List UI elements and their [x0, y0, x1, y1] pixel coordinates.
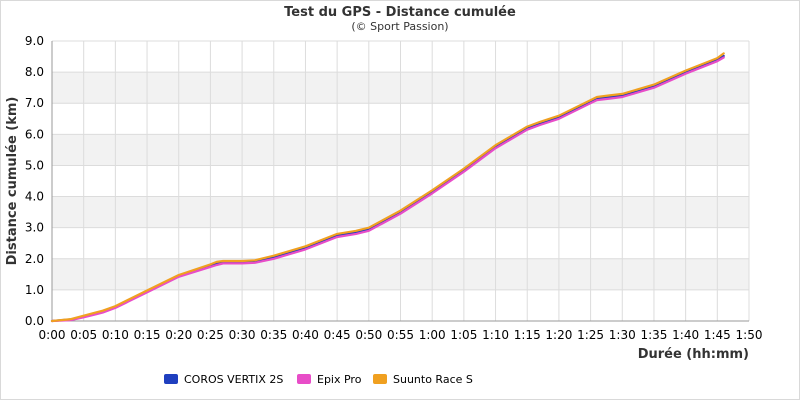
series-group: [50, 52, 725, 323]
x-tick-label: 0:25: [197, 328, 224, 342]
x-tick-label: 0:45: [324, 328, 351, 342]
x-tick-label: 1:15: [514, 328, 541, 342]
x-tick-label: 1:30: [609, 328, 636, 342]
x-tick-label: 0:40: [292, 328, 319, 342]
legend-label: COROS VERTIX 2S: [184, 373, 283, 386]
x-tick-label: 1:25: [577, 328, 604, 342]
x-tick-label: 1:40: [672, 328, 699, 342]
series-line-3: [50, 52, 725, 323]
x-tick-label: 1:45: [704, 328, 731, 342]
x-tick-label: 0:50: [355, 328, 382, 342]
x-tick-label: 0:30: [229, 328, 256, 342]
x-tick-label: 1:05: [450, 328, 477, 342]
y-tick-label: 6.0: [25, 127, 44, 141]
x-tick-labels: 0:00 0:05 0:10 0:15 0:20 0:25 0:30 0:35 0:40 0:45…: [39, 328, 763, 342]
y-axis-title: Distance cumulée (km): [5, 97, 20, 266]
x-tick-label: 1:35: [640, 328, 667, 342]
x-tick-label: 1:10: [482, 328, 509, 342]
x-axis-title: Durée (hh:mm): [638, 347, 749, 362]
legend-label: Suunto Race S: [393, 373, 473, 386]
axis-lines: [51, 41, 749, 322]
x-tick-label: 0:10: [102, 328, 129, 342]
legend-swatch: [297, 374, 311, 384]
y-tick-label: 4.0: [25, 190, 44, 204]
y-tick-label: 2.0: [25, 252, 44, 266]
x-tick-label: 0:55: [387, 328, 414, 342]
legend-label: Epix Pro: [317, 373, 362, 386]
chart-title: Test du GPS - Distance cumulée: [284, 5, 516, 20]
y-tick-labels: 0.0 1.0 2.0 3.0 4.0 5.0 6.0 7.0 8.0 9.0: [25, 34, 44, 328]
x-tick-label: 1:00: [419, 328, 446, 342]
legend-swatch: [164, 374, 178, 384]
x-tick-label: 0:05: [70, 328, 97, 342]
y-tick-label: 1.0: [25, 283, 44, 297]
x-tick-label: 0:20: [165, 328, 192, 342]
series-line-2: [50, 56, 725, 323]
x-tick-label: 0:00: [39, 328, 66, 342]
y-tick-label: 3.0: [25, 221, 44, 235]
y-tick-label: 9.0: [25, 34, 44, 48]
chart-legend: COROS VERTIX 2S Epix Pro Suunto Race S: [164, 373, 473, 386]
chart-subtitle: (© Sport Passion): [351, 20, 448, 33]
x-tick-label: 0:35: [260, 328, 287, 342]
y-tick-label: 5.0: [25, 158, 44, 172]
x-tick-label: 0:15: [134, 328, 161, 342]
y-tick-label: 7.0: [25, 96, 44, 110]
legend-swatch: [373, 374, 387, 384]
x-tick-label: 1:20: [545, 328, 572, 342]
y-tick-label: 8.0: [25, 65, 44, 79]
y-tick-label: 0.0: [25, 314, 44, 328]
x-tick-label: 1:50: [736, 328, 763, 342]
